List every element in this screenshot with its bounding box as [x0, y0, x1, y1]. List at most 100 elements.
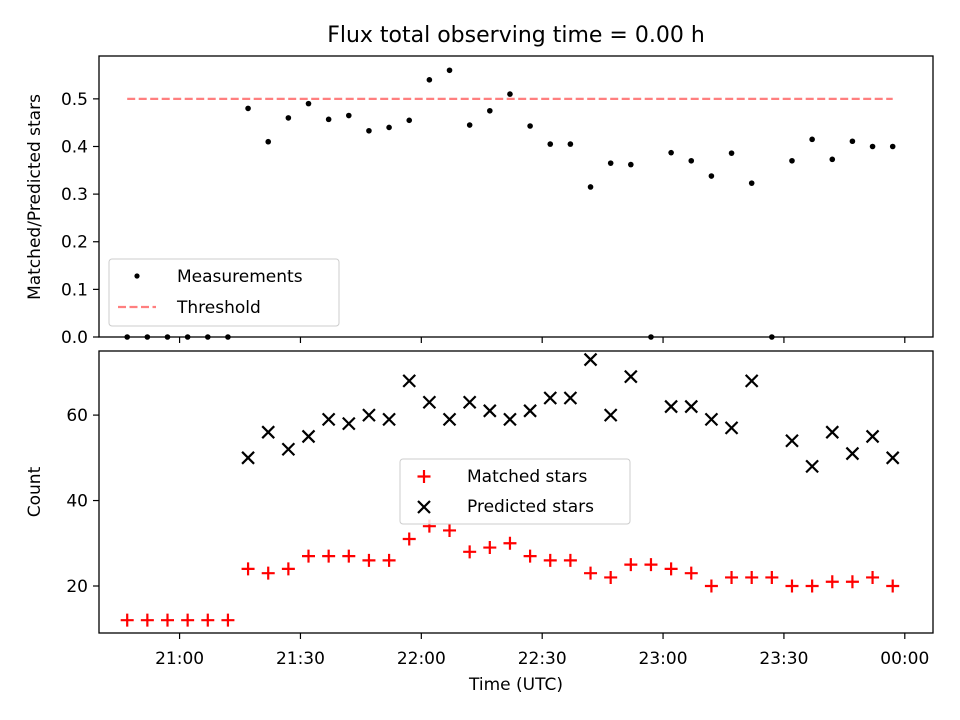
- matched-star-point: [664, 562, 678, 576]
- predicted-star-point: [422, 395, 437, 410]
- matched-star-point: [624, 558, 638, 572]
- top-y-tick-label: 0.0: [61, 328, 88, 348]
- measurement-point: [487, 107, 493, 114]
- top-y-tick-label: 0.1: [61, 280, 88, 300]
- legend-measurements-label: Measurements: [177, 267, 303, 287]
- predicted-star-point: [402, 374, 417, 388]
- matched-star-point: [765, 570, 779, 584]
- measurement-point: [789, 157, 795, 164]
- predicted-star-point: [503, 412, 517, 427]
- matched-star-point: [302, 549, 316, 563]
- x-tick-label: 23:30: [759, 649, 808, 669]
- x-tick-label: 23:00: [639, 649, 688, 669]
- legend-predicted-label: Predicted stars: [467, 497, 594, 517]
- bottom-y-axis: 20 40 60: [66, 406, 99, 597]
- predicted-star-point: [885, 451, 900, 465]
- matched-star-point: [644, 558, 658, 572]
- matched-star-point: [281, 562, 295, 576]
- measurement-point: [265, 138, 272, 145]
- measurement-point: [869, 143, 876, 150]
- top-legend: Measurements Threshold: [108, 258, 340, 327]
- top-x-axis: [178, 337, 906, 343]
- measurement-point: [366, 127, 372, 134]
- matched-star-point: [886, 579, 900, 593]
- bottom-x-axis: 21:00 21:30 22:00 22:30 23:00 23:30 00:00: [155, 633, 929, 669]
- measurement-point: [849, 138, 856, 145]
- measurement-point: [426, 77, 433, 83]
- matched-star-point: [382, 553, 396, 567]
- matched-star-point: [604, 570, 618, 584]
- top-y-tick-label: 0.3: [61, 185, 88, 205]
- x-tick-label: 22:30: [518, 649, 567, 669]
- measurement-point: [688, 157, 695, 164]
- measurement-point: [386, 124, 392, 131]
- measurement-point: [748, 180, 755, 186]
- predicted-star-point: [744, 374, 759, 388]
- measurement-point: [245, 105, 251, 112]
- measurement-point: [446, 67, 453, 74]
- top-y-axis-label: Matched/Predicted stars: [25, 94, 45, 300]
- predicted-star-point: [825, 425, 840, 439]
- x-tick-label: 00:00: [880, 649, 929, 669]
- legend-threshold-label: Threshold: [176, 298, 261, 318]
- bottom-y-axis-label: Count: [25, 466, 45, 517]
- measurement-point: [628, 161, 634, 168]
- bottom-y-tick-label: 20: [66, 577, 88, 597]
- legend-matched-label: Matched stars: [467, 467, 587, 487]
- matched-star-point: [201, 613, 215, 627]
- predicted-star-point: [523, 404, 537, 418]
- predicted-star-point: [241, 451, 255, 465]
- matched-star-point: [745, 570, 759, 584]
- bottom-plot-frame: [98, 350, 934, 634]
- predicted-star-point: [483, 404, 497, 418]
- predicted-star-point: [785, 433, 799, 448]
- matched-star-point: [443, 523, 457, 537]
- predicted-star-point: [543, 391, 558, 405]
- measurement-point: [587, 184, 594, 190]
- bottom-legend-frame: [399, 458, 631, 525]
- bottom-marks: [120, 352, 900, 627]
- matched-star-point: [241, 562, 255, 576]
- matched-star-point: [463, 545, 477, 559]
- predicted-star-point: [583, 352, 598, 367]
- predicted-star-point: [724, 421, 739, 435]
- predicted-star-point: [603, 408, 618, 422]
- predicted-star-point: [563, 391, 578, 405]
- x-tick-label: 21:30: [276, 649, 325, 669]
- predicted-star-point: [805, 459, 819, 474]
- bottom-y-tick-label: 40: [66, 492, 88, 512]
- matched-star-point: [181, 613, 195, 627]
- measurement-point: [708, 173, 715, 179]
- legend-predicted-marker: [417, 500, 431, 514]
- bottom-legend: Matched stars Predicted stars: [399, 458, 631, 525]
- measurement-point: [406, 117, 413, 124]
- matched-star-point: [160, 613, 174, 627]
- bottom-y-tick-label: 60: [66, 406, 88, 426]
- measurement-point: [305, 100, 312, 107]
- predicted-star-point: [664, 399, 678, 414]
- matched-star-point: [523, 549, 537, 563]
- predicted-star-point: [261, 425, 275, 439]
- measurement-point: [527, 123, 533, 129]
- legend-matched-marker: [417, 470, 431, 483]
- chart-title: Flux total observing time = 0.00 h: [327, 23, 705, 48]
- bottom-panel: 20 40 60 21:00 21:30 22:00 22:30 23:00 23:30 00:…: [25, 350, 934, 695]
- measurement-point: [889, 143, 896, 150]
- measurement-point: [325, 116, 332, 123]
- matched-star-point: [584, 566, 598, 580]
- measurement-point: [809, 136, 815, 143]
- measurement-point: [668, 149, 674, 156]
- matched-star-point: [684, 566, 698, 580]
- matched-star-point: [322, 549, 336, 563]
- matched-star-point: [261, 566, 275, 580]
- predicted-star-point: [624, 369, 638, 384]
- top-legend-frame: [108, 258, 340, 327]
- matched-star-point: [362, 553, 376, 567]
- x-tick-label: 22:00: [397, 649, 446, 669]
- measurement-point: [285, 115, 292, 121]
- matched-star-point: [563, 553, 577, 567]
- matched-star-point: [785, 579, 799, 593]
- measurement-point: [728, 150, 735, 156]
- matched-star-point: [704, 579, 718, 593]
